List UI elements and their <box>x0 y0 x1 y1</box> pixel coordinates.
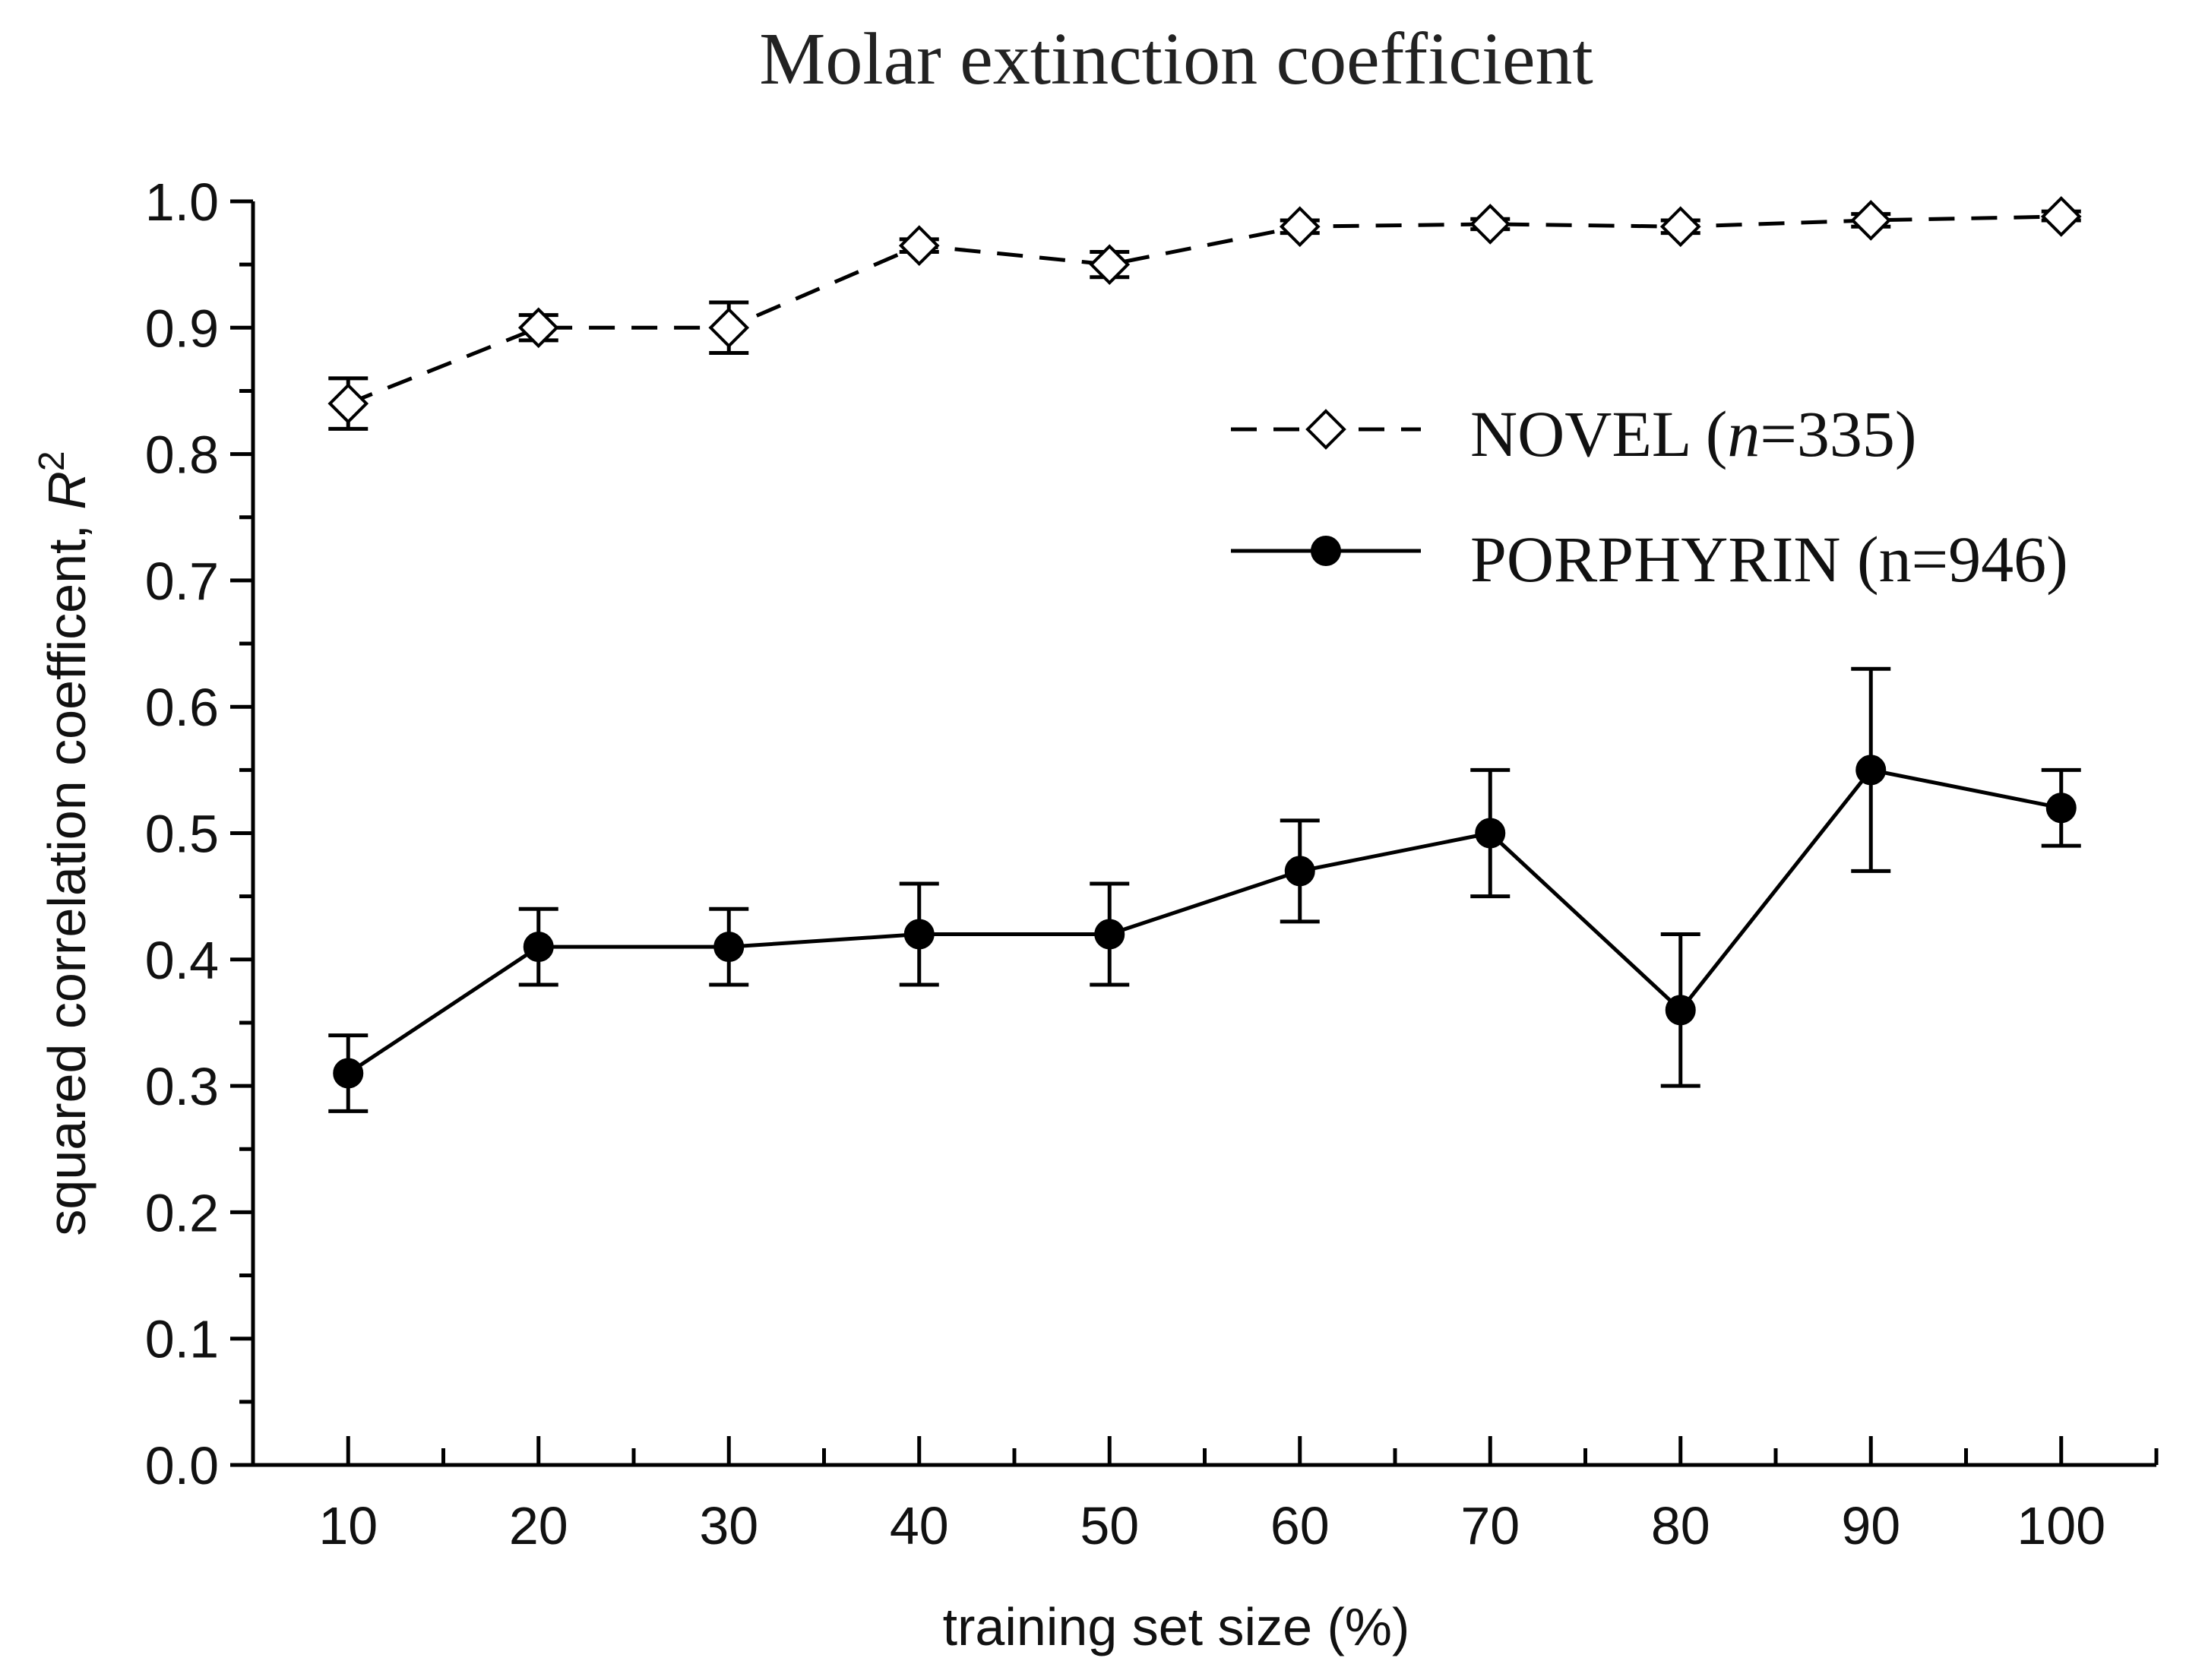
data-point-novel <box>517 307 559 349</box>
x-tick-label: 50 <box>1080 1496 1139 1555</box>
data-point-novel <box>327 383 369 424</box>
x-tick-label: 30 <box>699 1496 758 1555</box>
legend-label-porphyrin: PORPHYRIN (n=946) <box>1470 523 2068 596</box>
x-tick-label: 20 <box>509 1496 568 1555</box>
y-tick-label: 0.7 <box>145 552 219 611</box>
x-tick-label: 40 <box>890 1496 949 1555</box>
data-point-porphyrin <box>1094 919 1125 950</box>
y-tick-label: 0.1 <box>145 1310 219 1369</box>
data-point-porphyrin <box>1665 995 1696 1026</box>
y-axis-ticks: 0.0 0.1 0.2 0.3 0.4 0.5 0.6 0.7 0.8 0.9 1.0 <box>145 172 253 1495</box>
y-tick-label: 0.8 <box>145 426 219 485</box>
data-point-novel <box>1089 244 1131 285</box>
y-axis-label: squared correlation coefficent, R2 <box>32 451 96 1235</box>
data-point-novel <box>2040 196 2082 237</box>
x-axis-ticks: 10 20 30 40 50 60 70 80 90 100 <box>318 1436 2159 1555</box>
series-line-novel <box>347 214 2061 406</box>
x-tick-label: 60 <box>1270 1496 1330 1555</box>
y-tick-label: 0.3 <box>145 1057 219 1116</box>
data-point-porphyrin <box>1855 755 1887 786</box>
legend: NOVEL (n=335) PORPHYRIN (n=946) <box>1231 397 2068 596</box>
data-point-novel <box>708 307 750 349</box>
legend-novel-suffix: =335) <box>1760 397 1916 470</box>
data-point-novel <box>1659 206 1701 248</box>
y-tick-label: 0.0 <box>145 1436 219 1495</box>
data-point-novel <box>1469 204 1511 245</box>
series-line-porphyrin <box>346 767 2062 1075</box>
legend-icon-porphyrin <box>1231 536 1421 566</box>
data-point-porphyrin <box>1284 856 1315 887</box>
x-tick-label: 70 <box>1460 1496 1520 1555</box>
x-tick-label: 100 <box>2017 1496 2105 1555</box>
y-axis-label-text: squared correlation coefficent, <box>37 510 96 1236</box>
legend-novel-n-symbol: n <box>1727 397 1760 470</box>
series-porphyrin <box>328 666 2081 1113</box>
data-point-porphyrin <box>333 1058 364 1089</box>
data-point-porphyrin <box>1475 818 1506 849</box>
data-point-porphyrin <box>903 919 935 950</box>
legend-marker-porphyrin <box>1311 536 1341 566</box>
series-novel <box>327 196 2082 431</box>
data-point-novel <box>1850 200 1892 241</box>
y-tick-label: 0.9 <box>145 299 219 358</box>
y-tick-label: 0.4 <box>145 931 219 990</box>
y-tick-label: 0.5 <box>145 805 219 864</box>
legend-icon-novel <box>1231 409 1421 450</box>
series-layer <box>327 196 2082 1113</box>
y-tick-label: 0.6 <box>145 678 219 737</box>
x-tick-label: 80 <box>1651 1496 1710 1555</box>
data-point-porphyrin <box>2045 793 2077 824</box>
legend-marker-novel <box>1305 409 1346 450</box>
x-tick-label: 90 <box>1841 1496 1900 1555</box>
data-point-porphyrin <box>713 932 745 963</box>
legend-label-novel: NOVEL (n=335) <box>1470 397 1916 470</box>
data-point-novel <box>1279 206 1321 248</box>
y-tick-label: 0.2 <box>145 1183 219 1242</box>
data-point-novel <box>898 225 940 267</box>
x-tick-label: 10 <box>318 1496 378 1555</box>
legend-porphyrin-text: PORPHYRIN (n=946) <box>1470 523 2068 596</box>
y-axis-label-symbol: R <box>37 471 96 510</box>
chart-title: Molar extinction coefficient <box>759 18 1593 100</box>
y-tick-label: 1.0 <box>145 172 219 232</box>
x-axis-label: training set size (%) <box>943 1597 1410 1656</box>
y-axis-label-superscript: 2 <box>32 451 72 471</box>
data-point-porphyrin <box>523 932 554 963</box>
legend-novel-prefix: NOVEL ( <box>1470 397 1727 470</box>
